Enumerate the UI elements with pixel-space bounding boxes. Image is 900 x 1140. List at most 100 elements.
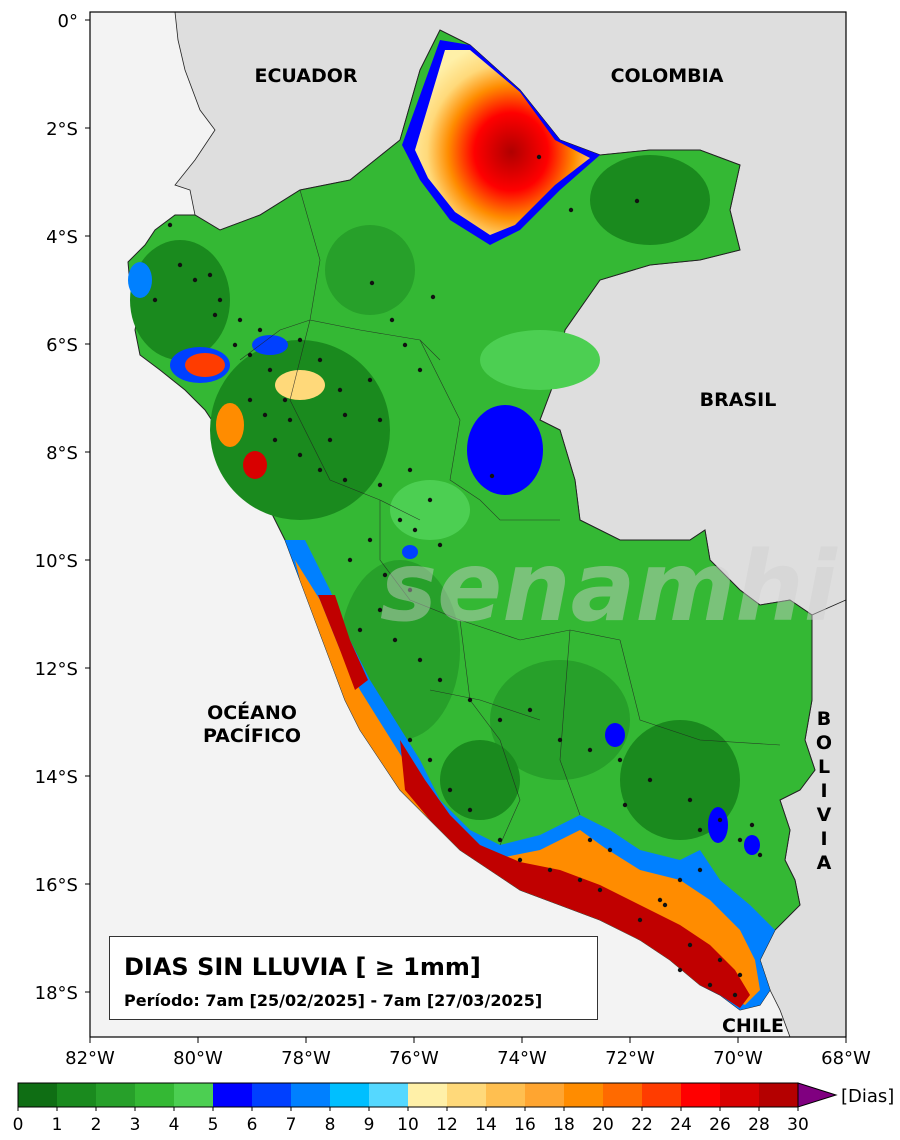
colorbar-tick-label: 28 [748, 1115, 770, 1135]
colorbar-swatch [447, 1083, 487, 1107]
station-dot [657, 897, 663, 903]
station-dot [297, 452, 303, 458]
station-dot [327, 437, 333, 443]
colorbar-swatch [525, 1083, 565, 1107]
station-dot [247, 352, 253, 358]
bolivia-letter: A [817, 852, 832, 874]
label-oceano: OCÉANO [207, 701, 297, 724]
station-dot [247, 397, 253, 403]
colorbar-swatch [408, 1083, 448, 1107]
lat-tick-label: 8°S [46, 443, 78, 464]
station-dot [517, 857, 523, 863]
station-dot [342, 477, 348, 483]
station-dot [687, 797, 693, 803]
station-dot [417, 657, 423, 663]
colorbar-tick-label: 9 [364, 1115, 375, 1135]
central-wet-anomaly [467, 405, 543, 495]
station-dot [577, 877, 583, 883]
colorbar-tick-label: 3 [130, 1115, 141, 1135]
station-dot [634, 198, 640, 204]
station-dot [212, 312, 218, 318]
station-dot [397, 517, 403, 523]
station-dot [377, 417, 383, 423]
station-points [152, 154, 763, 998]
station-dot [497, 717, 503, 723]
station-dot [317, 357, 323, 363]
station-dot [317, 467, 323, 473]
station-dot [697, 867, 703, 873]
colorbar-swatch [252, 1083, 292, 1107]
station-dot [347, 557, 353, 563]
map-period: Período: 7am [25/02/2025] - 7am [27/03/2… [124, 991, 543, 1010]
colorbar-swatch [564, 1083, 604, 1107]
colorbar-tick-label: 26 [709, 1115, 731, 1135]
label-brasil: BRASIL [700, 389, 777, 411]
station-dot [382, 572, 388, 578]
station-dot [547, 867, 553, 873]
station-dot [237, 317, 243, 323]
station-dot [152, 297, 158, 303]
station-dot [497, 837, 503, 843]
station-dot [392, 637, 398, 643]
station-dot [369, 280, 375, 286]
colorbar-swatch [96, 1083, 136, 1107]
station-dot [262, 412, 268, 418]
colorbar-tick-label: 7 [286, 1115, 297, 1135]
lat-tick-label: 16°S [35, 875, 78, 896]
station-dot [367, 537, 373, 543]
colorbar-swatch [18, 1083, 58, 1107]
lon-tick-label: 76°W [389, 1048, 439, 1069]
colorbar-swatch [759, 1083, 799, 1107]
colorbar-swatch [603, 1083, 643, 1107]
station-dot [617, 757, 623, 763]
title-box: DIAS SIN LLUVIA [ ≥ 1mm] Período: 7am [2… [109, 936, 598, 1020]
station-dot [749, 822, 755, 828]
station-dot [757, 852, 763, 858]
colorbar-tick-label: 0 [13, 1115, 24, 1135]
station-dot [287, 417, 293, 423]
station-dot [272, 437, 278, 443]
station-dot [427, 497, 433, 503]
colorbar-swatch [174, 1083, 214, 1107]
station-dot [437, 677, 443, 683]
station-dot [192, 277, 198, 283]
bolivia-letter: O [816, 732, 832, 754]
colorbar-tick-label: 10 [397, 1115, 419, 1135]
station-dot [207, 272, 213, 278]
station-dot [357, 627, 363, 633]
station-dot [337, 387, 343, 393]
label-chile: CHILE [722, 1015, 784, 1037]
lat-tick-label: 0° [58, 11, 78, 32]
station-dot [587, 837, 593, 843]
colorbar-swatch [681, 1083, 721, 1107]
station-dot [536, 154, 542, 160]
colorbar-tick-label: 8 [325, 1115, 336, 1135]
bolivia-letter: I [820, 828, 827, 850]
station-dot [427, 757, 433, 763]
colorbar: 0 1 2 3 4 5 6 7 8 9 10 12 14 16 18 20 22 24 26 28 30 [13, 1082, 838, 1135]
station-dot [662, 902, 668, 908]
department-borders [239, 189, 781, 846]
lon-tick-label: 78°W [281, 1048, 331, 1069]
colorbar-extend-arrow [797, 1082, 838, 1108]
station-dot [607, 847, 613, 853]
colorbar-swatch [57, 1083, 97, 1107]
station-dot [557, 737, 563, 743]
colorbar-swatch [330, 1083, 370, 1107]
label-ecuador: ECUADOR [254, 65, 357, 87]
colorbar-tick-label: 12 [436, 1115, 458, 1135]
colorbar-tick-label: 6 [247, 1115, 258, 1135]
station-dot [597, 887, 603, 893]
lat-tick-label: 6°S [46, 335, 78, 356]
station-dot [527, 707, 533, 713]
colorbar-unit: [Dias] [841, 1086, 894, 1107]
north-dry-core [415, 50, 590, 235]
station-dot [447, 787, 453, 793]
label-pacifico: PACÍFICO [203, 724, 301, 747]
map-title: DIAS SIN LLUVIA [ ≥ 1mm] [124, 953, 481, 981]
station-dot [568, 207, 574, 213]
colorbar-swatch [720, 1083, 760, 1107]
station-dot [489, 473, 495, 479]
lat-tick-label: 2°S [46, 119, 78, 140]
